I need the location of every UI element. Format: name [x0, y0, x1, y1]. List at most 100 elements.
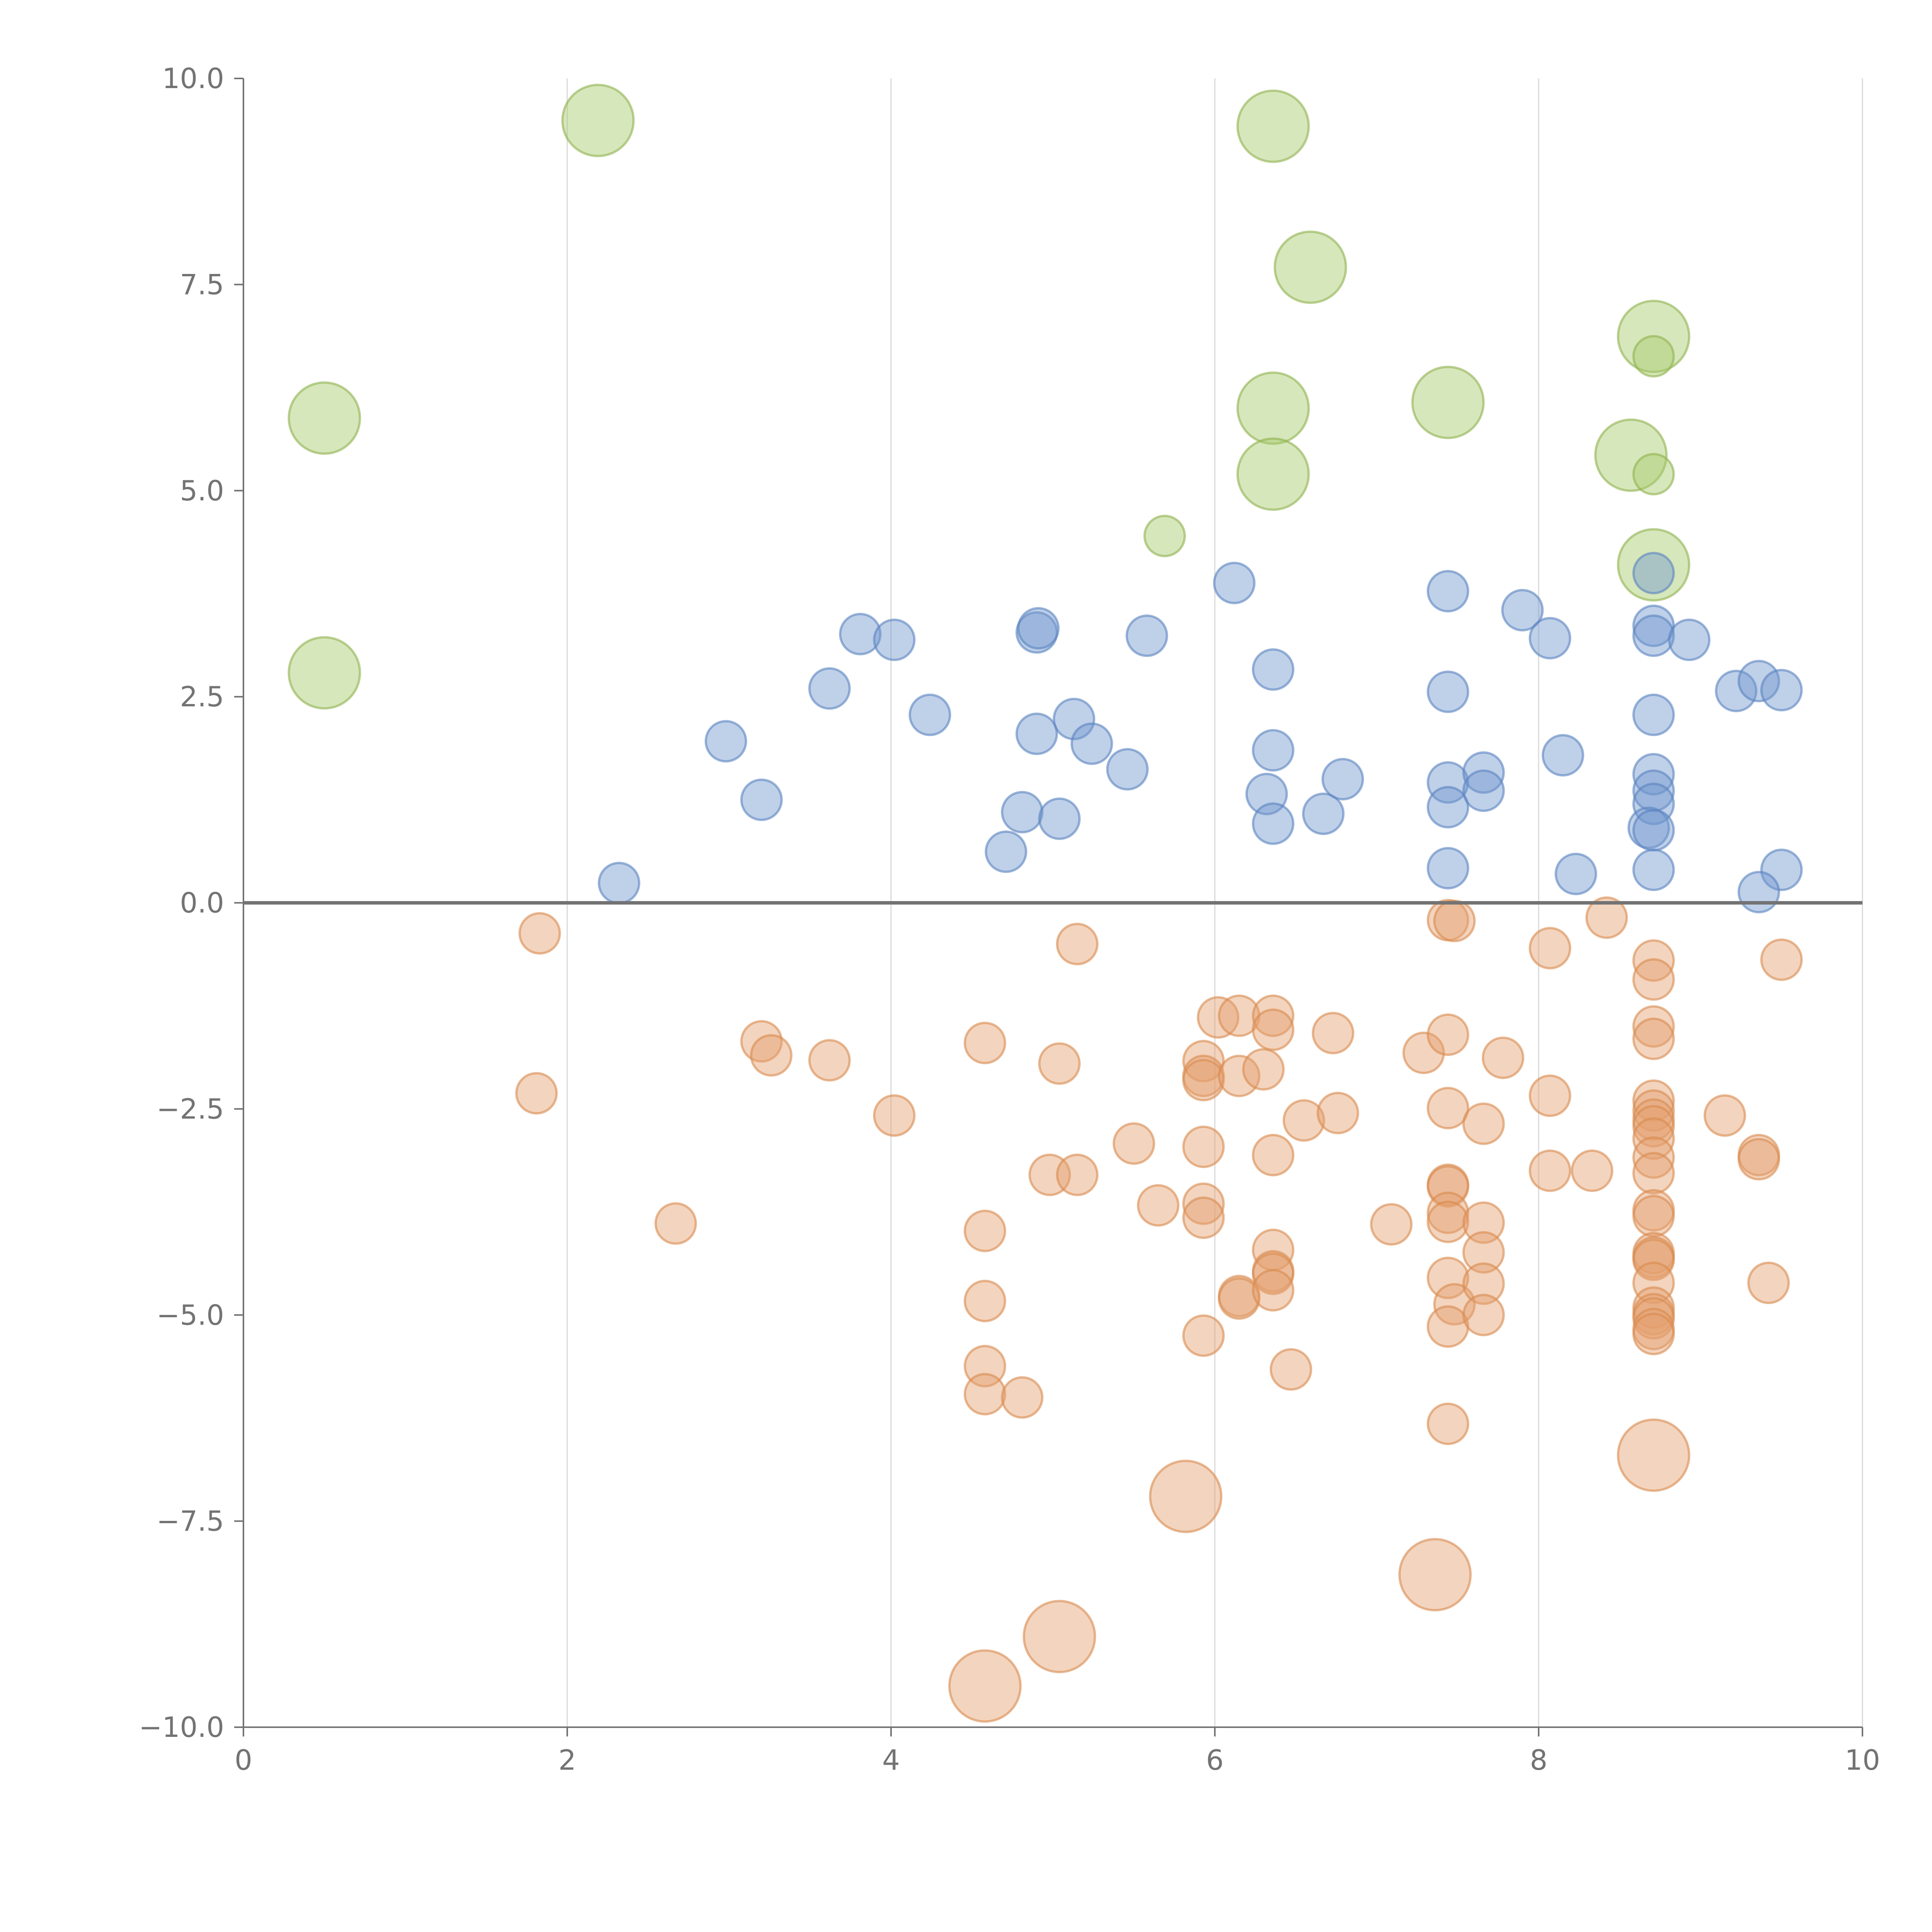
orange-bubble[interactable]	[1316, 1092, 1359, 1134]
orange-bubble[interactable]	[1529, 1074, 1571, 1117]
blue-bubble[interactable]	[1737, 660, 1780, 702]
orange-bubble[interactable]	[1632, 1005, 1675, 1048]
orange-bubble[interactable]	[1269, 1348, 1312, 1391]
blue-bubble[interactable]	[740, 778, 783, 821]
orange-bubble[interactable]	[1760, 938, 1803, 981]
green-bubble[interactable]	[287, 636, 361, 710]
orange-bubble[interactable]	[1433, 900, 1476, 942]
orange-bubble[interactable]	[1218, 1054, 1260, 1097]
blue-bubble[interactable]	[1462, 769, 1505, 812]
blue-bubble[interactable]	[1427, 847, 1469, 889]
orange-bubble[interactable]	[1252, 1134, 1294, 1177]
orange-bubble[interactable]	[964, 1209, 1007, 1252]
blue-bubble[interactable]	[1668, 618, 1711, 661]
orange-bubble[interactable]	[1182, 1314, 1225, 1357]
orange-bubble[interactable]	[1632, 1297, 1675, 1340]
blue-bubble[interactable]	[704, 720, 747, 763]
orange-bubble[interactable]	[1632, 1105, 1675, 1148]
blue-bubble[interactable]	[1632, 552, 1675, 595]
orange-bubble[interactable]	[1398, 1538, 1472, 1612]
orange-bubble[interactable]	[1703, 1094, 1746, 1137]
green-bubble[interactable]	[1411, 366, 1485, 439]
blue-bubble[interactable]	[1427, 670, 1469, 713]
orange-bubble[interactable]	[1182, 1182, 1225, 1225]
blue-bubble[interactable]	[1501, 589, 1544, 632]
blue-bubble[interactable]	[1252, 648, 1294, 691]
blue-bubble[interactable]	[1541, 734, 1584, 777]
blue-bubble[interactable]	[908, 694, 951, 736]
blue-bubble[interactable]	[839, 612, 882, 655]
blue-bubble[interactable]	[1213, 561, 1256, 604]
orange-bubble[interactable]	[1632, 1262, 1675, 1304]
blue-bubble[interactable]	[1302, 793, 1345, 835]
orange-bubble[interactable]	[1427, 1305, 1469, 1348]
orange-bubble[interactable]	[1218, 1277, 1260, 1320]
blue-bubble[interactable]	[1015, 713, 1058, 755]
blue-bubble[interactable]	[1737, 871, 1780, 913]
orange-bubble[interactable]	[1252, 1252, 1294, 1295]
orange-bubble[interactable]	[1252, 994, 1294, 1037]
orange-bubble[interactable]	[964, 1022, 1007, 1065]
blue-bubble[interactable]	[1427, 786, 1469, 829]
orange-bubble[interactable]	[1462, 1231, 1505, 1274]
blue-bubble[interactable]	[1017, 607, 1060, 650]
orange-bubble[interactable]	[1038, 1042, 1081, 1085]
orange-bubble[interactable]	[1112, 1122, 1155, 1165]
orange-bubble[interactable]	[518, 912, 561, 955]
orange-bubble[interactable]	[1402, 1031, 1445, 1074]
blue-bubble[interactable]	[1038, 797, 1081, 840]
orange-bubble[interactable]	[1617, 1418, 1690, 1492]
orange-bubble[interactable]	[1632, 1136, 1675, 1179]
blue-bubble[interactable]	[1632, 694, 1675, 736]
blue-bubble[interactable]	[808, 667, 851, 710]
orange-bubble[interactable]	[1462, 1102, 1505, 1145]
orange-bubble[interactable]	[873, 1094, 916, 1137]
orange-bubble[interactable]	[1462, 1294, 1505, 1337]
orange-bubble[interactable]	[1427, 1087, 1469, 1129]
orange-bubble[interactable]	[1242, 1048, 1285, 1091]
blue-bubble[interactable]	[1554, 852, 1597, 895]
orange-bubble[interactable]	[1632, 1313, 1675, 1355]
orange-bubble[interactable]	[1585, 896, 1628, 939]
green-bubble[interactable]	[1632, 335, 1675, 378]
blue-bubble[interactable]	[1632, 849, 1675, 891]
blue-bubble[interactable]	[1001, 791, 1044, 833]
blue-bubble[interactable]	[1462, 751, 1505, 794]
orange-bubble[interactable]	[1149, 1459, 1223, 1533]
orange-bubble[interactable]	[1462, 1201, 1505, 1244]
blue-bubble[interactable]	[598, 862, 641, 905]
orange-bubble[interactable]	[1370, 1203, 1413, 1246]
orange-bubble[interactable]	[1737, 1138, 1780, 1181]
green-bubble[interactable]	[1632, 453, 1675, 496]
blue-bubble[interactable]	[1632, 753, 1675, 796]
blue-bubble[interactable]	[1252, 729, 1294, 772]
orange-bubble[interactable]	[1529, 1149, 1571, 1192]
orange-bubble[interactable]	[964, 1279, 1007, 1322]
blue-bubble[interactable]	[1427, 570, 1469, 613]
orange-bubble[interactable]	[1481, 1036, 1524, 1079]
blue-bubble[interactable]	[873, 618, 916, 661]
orange-bubble[interactable]	[1529, 927, 1571, 969]
orange-bubble[interactable]	[1311, 1012, 1354, 1054]
blue-bubble[interactable]	[1427, 761, 1469, 804]
blue-bubble[interactable]	[1053, 697, 1095, 740]
blue-bubble[interactable]	[1015, 611, 1058, 654]
green-bubble[interactable]	[287, 381, 361, 455]
blue-bubble[interactable]	[985, 830, 1027, 873]
orange-bubble[interactable]	[1571, 1149, 1614, 1192]
orange-bubble[interactable]	[1427, 1257, 1469, 1299]
orange-bubble[interactable]	[1182, 1059, 1225, 1102]
blue-bubble[interactable]	[1106, 748, 1149, 791]
green-bubble[interactable]	[561, 83, 635, 157]
green-bubble[interactable]	[1236, 89, 1310, 163]
orange-bubble[interactable]	[1427, 1013, 1469, 1056]
orange-bubble[interactable]	[1182, 1126, 1225, 1168]
orange-bubble[interactable]	[1427, 1191, 1469, 1234]
orange-bubble[interactable]	[1462, 1262, 1505, 1305]
blue-bubble[interactable]	[1070, 722, 1113, 765]
green-bubble[interactable]	[1274, 230, 1347, 304]
orange-bubble[interactable]	[1632, 1195, 1675, 1238]
orange-bubble[interactable]	[808, 1039, 851, 1082]
orange-bubble[interactable]	[1056, 923, 1099, 966]
orange-bubble[interactable]	[750, 1034, 793, 1077]
